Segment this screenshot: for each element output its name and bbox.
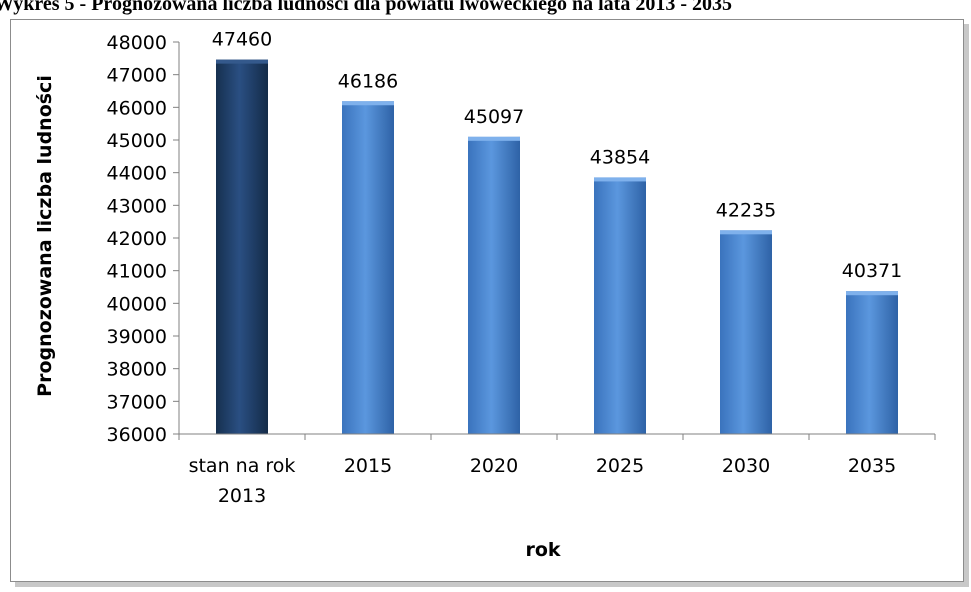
x-category-label: 2020: [470, 455, 518, 477]
y-tick-label: 46000: [107, 97, 167, 119]
y-tick-label: 41000: [107, 261, 167, 283]
x-category-label: 2030: [722, 455, 770, 477]
y-tick-label: 36000: [107, 424, 167, 446]
bar: [216, 59, 268, 434]
bar-chart: 36000 37000 38000 39000 40000 41000 42000 43000…: [34, 29, 936, 561]
x-category-label: 2013: [218, 485, 266, 507]
bar-top-highlight: [846, 291, 898, 296]
data-label: 47460: [212, 29, 272, 51]
data-label: 43854: [590, 146, 650, 168]
bar: [342, 101, 394, 435]
data-label: 45097: [464, 106, 524, 128]
document-title: Wykres 5 - Prognozowana liczba ludności …: [0, 0, 732, 15]
y-tick-label: 37000: [107, 391, 167, 413]
labels-layer: 36000 37000 38000 39000 40000 41000 42000 43000…: [107, 29, 903, 507]
bar-top-highlight: [594, 177, 646, 182]
chart-frame: 36000 37000 38000 39000 40000 41000 42000 43000…: [10, 19, 964, 582]
y-tick-label: 44000: [107, 163, 167, 185]
y-tick-label: 48000: [107, 32, 167, 54]
y-tick-label: 45000: [107, 130, 167, 152]
bar-top-highlight: [342, 101, 394, 106]
data-label: 42235: [716, 199, 776, 221]
x-category-label: 2025: [596, 455, 644, 477]
bar-top-highlight: [720, 230, 772, 235]
bar: [720, 230, 772, 434]
y-axis-title: Prognozowana liczba ludności: [34, 75, 56, 397]
data-label: 46186: [338, 70, 398, 92]
x-category-label: 2035: [848, 455, 896, 477]
bar: [468, 136, 520, 434]
x-axis-title: rok: [525, 539, 560, 561]
y-tick-label: 40000: [107, 293, 167, 315]
bar-top-highlight: [468, 136, 520, 141]
data-label: 40371: [842, 260, 902, 282]
axes-layer: [173, 41, 936, 440]
x-category-label: stan na rok: [189, 455, 296, 477]
bars-layer: [216, 59, 898, 435]
bar: [846, 291, 898, 434]
bar-top-highlight: [216, 59, 268, 64]
y-tick-label: 47000: [107, 65, 167, 87]
y-tick-label: 42000: [107, 228, 167, 250]
y-tick-label: 43000: [107, 195, 167, 217]
bar: [594, 177, 646, 434]
y-tick-label: 38000: [107, 359, 167, 381]
y-tick-label: 39000: [107, 326, 167, 348]
x-category-label: 2015: [344, 455, 392, 477]
